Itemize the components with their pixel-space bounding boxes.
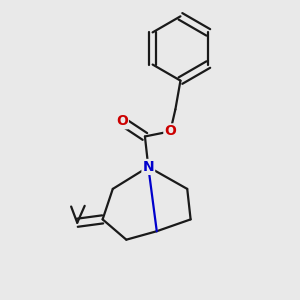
Text: N: N bbox=[142, 160, 154, 174]
Text: O: O bbox=[164, 124, 176, 138]
Text: O: O bbox=[116, 114, 128, 128]
